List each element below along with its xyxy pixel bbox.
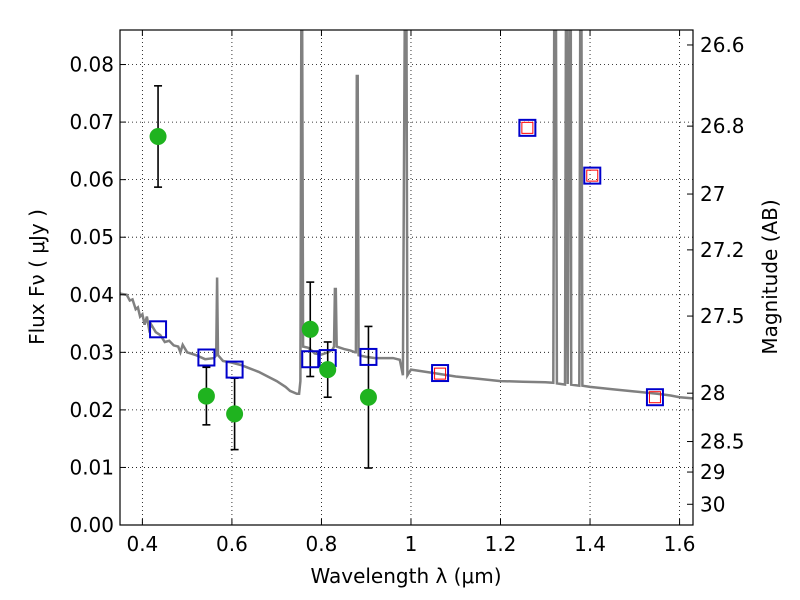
mag-tick-label: 27.2 (700, 238, 745, 262)
x-axis-title: Wavelength λ (μm) (310, 564, 501, 588)
nir-square (586, 169, 599, 182)
model-square (149, 320, 168, 339)
spectrum-line (120, 30, 693, 400)
mag-tick-label: 27.5 (700, 304, 745, 328)
model-square (583, 166, 602, 185)
observed-point (226, 405, 244, 423)
x-tick-label: 1 (405, 532, 418, 556)
y-tick-label: 0.07 (69, 110, 114, 134)
nir-square (434, 367, 447, 380)
gridlines (120, 30, 693, 526)
mag-tick-label: 29 (700, 460, 725, 484)
model-square (197, 348, 216, 367)
y-tick-label: 0.08 (69, 53, 114, 77)
tick-layer: 0.4 0.6 0.8 1 1.2 1.4 1.6 0.00 0.01 0.02 0.03 0.04 0… (69, 30, 745, 556)
model-square (431, 364, 450, 383)
mag-tick-label: 26.8 (700, 114, 745, 138)
observed-point (197, 387, 215, 405)
plot-frame (119, 29, 694, 526)
x-tick-label: 0.6 (216, 532, 248, 556)
y-tick-label: 0.00 (69, 513, 114, 537)
model-square (518, 118, 537, 137)
model-square (225, 360, 244, 379)
nir-square (648, 391, 661, 404)
observed-point (149, 127, 167, 145)
spectrum-layer (120, 30, 693, 400)
y-tick-label: 0.01 (69, 455, 114, 479)
model-square (645, 388, 664, 407)
y-tick-label: 0.05 (69, 225, 114, 249)
x-tick-label: 0.8 (306, 532, 338, 556)
y-tick-label: 0.03 (69, 340, 114, 364)
x-tick-label: 1.6 (664, 532, 696, 556)
x-tick-label: 1.2 (485, 532, 517, 556)
y-tick-label: 0.04 (69, 283, 114, 307)
mag-tick-label: 27 (700, 182, 725, 206)
observed-point (301, 320, 319, 338)
y-tick-label: 0.06 (69, 168, 114, 192)
observed-point (359, 388, 377, 406)
mag-tick-label: 28 (700, 381, 725, 405)
x-tick-label: 0.4 (126, 532, 158, 556)
mag-tick-label: 28.5 (700, 430, 745, 454)
mag-tick-label: 30 (700, 492, 725, 516)
marker-layer (149, 118, 664, 423)
nir-square (521, 121, 534, 134)
observed-point (319, 361, 337, 379)
y-axis-title-left: Flux Fν ( μJy ) (25, 209, 49, 345)
mag-tick-label: 26.6 (700, 33, 745, 57)
model-square (359, 347, 378, 366)
x-tick-label: 1.4 (574, 532, 606, 556)
y-axis-title-right: Magnitude (AB) (758, 199, 782, 354)
model-square (301, 350, 320, 369)
y-tick-label: 0.02 (69, 398, 114, 422)
